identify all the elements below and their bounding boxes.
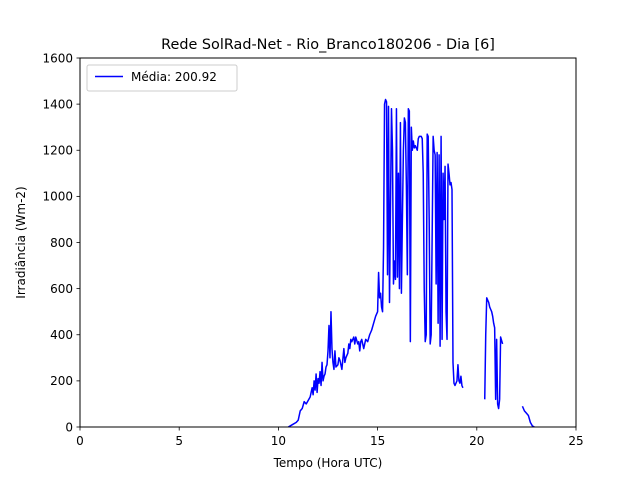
x-axis-label: Tempo (Hora UTC) [273,456,383,470]
y-axis-label: Irradiância (Wm-2) [14,186,28,298]
y-tick-label: 200 [50,374,73,388]
x-tick-label: 20 [469,434,484,448]
series-line [483,297,504,410]
chart-title: Rede SolRad-Net - Rio_Branco180206 - Dia… [161,37,495,53]
y-tick-label: 600 [50,282,73,296]
y-tick-label: 400 [50,328,73,342]
y-tick-label: 1400 [42,97,73,111]
series-line [287,98,464,427]
x-tick-label: 15 [370,434,385,448]
y-tick-label: 0 [65,420,73,434]
plot-area [80,58,576,427]
x-axis-ticks: 0 5 10 15 20 25 [76,427,584,448]
legend-label: Média: 200.92 [131,70,217,84]
series-line [521,405,535,427]
x-tick-label: 25 [568,434,583,448]
plot-background [80,58,576,427]
x-tick-label: 0 [76,434,84,448]
y-tick-label: 1000 [42,190,73,204]
legend-box [86,64,238,92]
x-tick-label: 10 [271,434,286,448]
y-tick-label: 800 [50,236,73,250]
y-tick-label: 1200 [42,144,73,158]
series-layer [287,98,535,427]
y-axis-ticks: 0 200 400 600 800 1000 1200 1400 1600 [42,51,80,434]
x-tick-label: 5 [175,434,183,448]
legend: Média: 200.92 [86,64,238,92]
y-tick-label: 1600 [42,51,73,65]
